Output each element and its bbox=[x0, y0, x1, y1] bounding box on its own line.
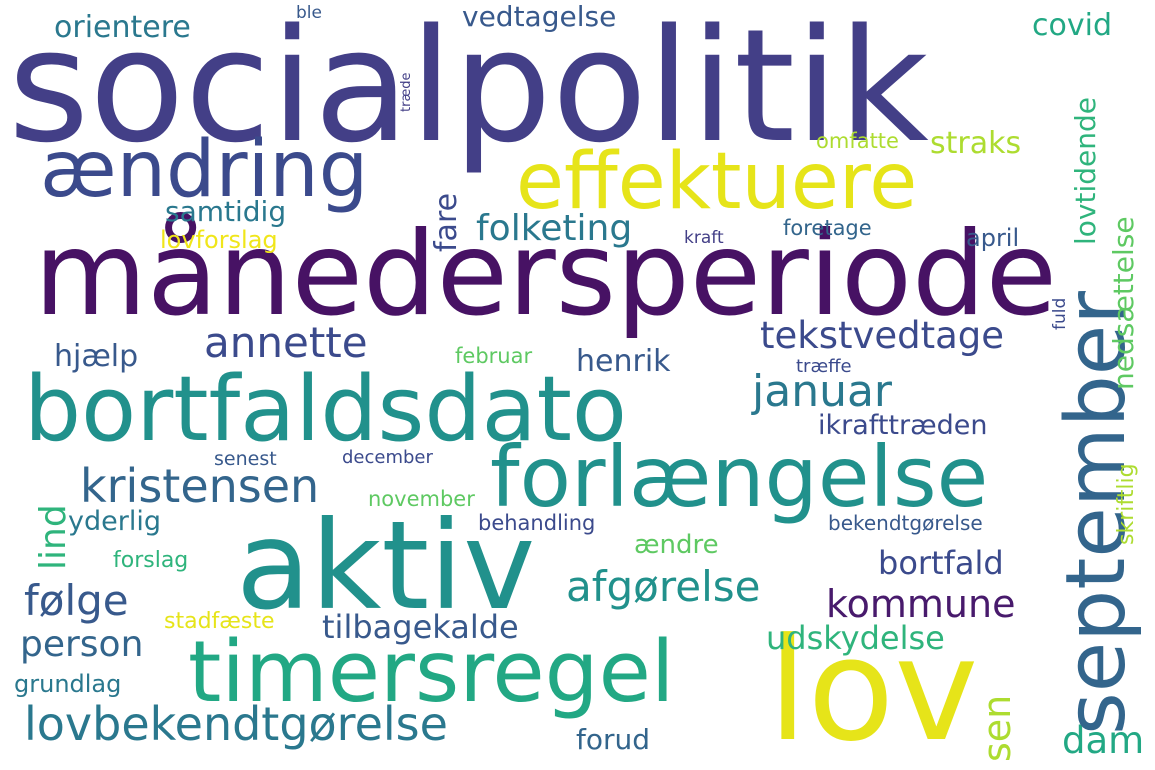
word-forslag: forslag bbox=[113, 548, 189, 573]
word-aktiv: aktiv bbox=[236, 495, 536, 637]
word-lov: lov bbox=[768, 608, 979, 770]
word-orientere: orientere bbox=[54, 10, 191, 45]
word-senest: senest bbox=[214, 448, 277, 470]
word-timersregel: timersregel bbox=[188, 623, 675, 722]
word-covid: covid bbox=[1032, 8, 1112, 43]
word-udskydelse: udskydelse bbox=[766, 619, 945, 657]
word-kristensen: kristensen bbox=[80, 459, 320, 513]
word-henrik: henrik bbox=[576, 344, 671, 379]
word-ble: ble bbox=[296, 3, 322, 23]
word-bekendtgorelse: bekendtgørelse bbox=[828, 511, 983, 535]
word-aendring: ændring bbox=[40, 125, 369, 215]
word-traede: træde bbox=[399, 72, 414, 112]
word-foretage: foretage bbox=[783, 216, 872, 240]
word-lovtidende: lovtidende bbox=[1069, 97, 1102, 245]
word-tilbagekalde: tilbagekalde bbox=[322, 608, 519, 646]
word-forlaengelse: forlængelse bbox=[490, 428, 989, 526]
word-nedsaettelse: nedsættelse bbox=[1107, 216, 1140, 390]
word-bortfaldsdato: bortfaldsdato bbox=[24, 357, 627, 462]
word-tekstvedtage: tekstvedtage bbox=[760, 314, 1005, 357]
word-folge: følge bbox=[24, 576, 129, 625]
word-dam: dam bbox=[1062, 719, 1145, 762]
word-kraft: kraft bbox=[684, 228, 724, 248]
word-bortfald: bortfald bbox=[878, 544, 1004, 582]
word-straks: straks bbox=[930, 126, 1022, 161]
word-stadfaeste: stadfæste bbox=[164, 609, 275, 634]
word-skriftlig: skriftlig bbox=[1114, 463, 1139, 545]
word-vedtagelse: vedtagelse bbox=[462, 0, 617, 33]
word-maanedersperiode: månedersperiode bbox=[34, 207, 1057, 342]
word-fuld: fuld bbox=[1050, 297, 1070, 330]
word-lovbekendtgorelse: lovbekendtgørelse bbox=[24, 697, 448, 751]
word-februar: februar bbox=[455, 344, 533, 368]
word-forud: forud bbox=[576, 723, 651, 756]
word-januar: januar bbox=[752, 366, 893, 417]
word-sen: sen bbox=[975, 694, 1019, 762]
word-traeffe: træffe bbox=[796, 356, 852, 377]
word-behandling: behandling bbox=[478, 511, 596, 535]
word-omfatte: omfatte bbox=[816, 129, 899, 153]
word-samtidig: samtidig bbox=[165, 195, 287, 228]
word-fare: fare bbox=[429, 192, 464, 252]
word-person: person bbox=[20, 624, 144, 665]
word-grundlag: grundlag bbox=[14, 670, 122, 698]
word-effektuere: effektuere bbox=[516, 137, 918, 227]
word-lovforslag: lovforslag bbox=[160, 226, 278, 254]
word-lind: lind bbox=[33, 504, 74, 570]
word-november: november bbox=[368, 487, 475, 511]
word-folketing: folketing bbox=[476, 208, 633, 249]
word-annette: annette bbox=[204, 318, 368, 367]
word-hjaelp: hjælp bbox=[54, 339, 139, 374]
word-yderlig: yderlig bbox=[68, 506, 161, 537]
word-aendre: ændre bbox=[634, 530, 719, 560]
word-kommune: kommune bbox=[826, 582, 1016, 626]
word-ikrafttraeden: ikrafttræden bbox=[818, 410, 988, 441]
word-december: december bbox=[342, 447, 433, 468]
word-afgorelse: afgørelse bbox=[566, 562, 761, 611]
word-socialpolitik: socialpolitik bbox=[8, 0, 929, 177]
word-april: april bbox=[966, 224, 1020, 252]
